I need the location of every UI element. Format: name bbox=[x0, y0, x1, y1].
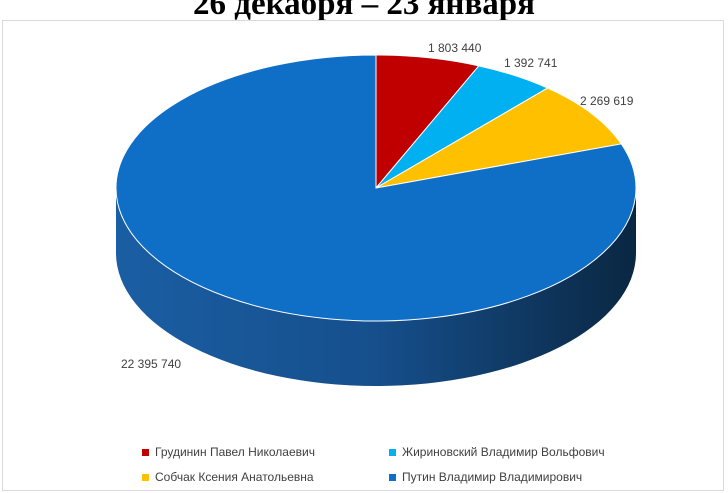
legend-swatch-putin bbox=[389, 473, 396, 481]
pie-side-wall bbox=[116, 188, 636, 386]
pie-slice-putin bbox=[115, 54, 637, 322]
data-label-zhirinovsky: 1 392 741 bbox=[504, 56, 558, 70]
legend-label-zhirinovsky: Жириновский Владимир Вольфович bbox=[402, 445, 605, 459]
legend-label-sobchak: Собчак Ксения Анатольевна bbox=[155, 470, 314, 484]
legend-label-grudinin: Грудинин Павел Николаевич bbox=[155, 445, 315, 459]
chart-area bbox=[2, 20, 724, 491]
pie-slice-sobchak bbox=[375, 87, 623, 189]
legend-item-putin: Путин Владимир Владимирович bbox=[389, 470, 582, 484]
legend-item-sobchak: Собчак Ксения Анатольевна bbox=[142, 470, 314, 484]
legend-swatch-zhirinovsky bbox=[389, 448, 396, 456]
data-label-sobchak: 2 269 619 bbox=[580, 94, 634, 108]
chart-title: 26 декабря – 23 января bbox=[193, 0, 535, 22]
legend-item-zhirinovsky: Жириновский Владимир Вольфович bbox=[389, 445, 605, 459]
legend-label-putin: Путин Владимир Владимирович bbox=[402, 470, 583, 484]
data-label-grudinin: 1 803 440 bbox=[428, 41, 482, 55]
legend-swatch-sobchak bbox=[142, 473, 149, 481]
data-label-putin: 22 395 740 bbox=[121, 357, 181, 371]
legend-swatch-grudinin bbox=[142, 448, 149, 456]
legend-item-grudinin: Грудинин Павел Николаевич bbox=[142, 445, 315, 459]
